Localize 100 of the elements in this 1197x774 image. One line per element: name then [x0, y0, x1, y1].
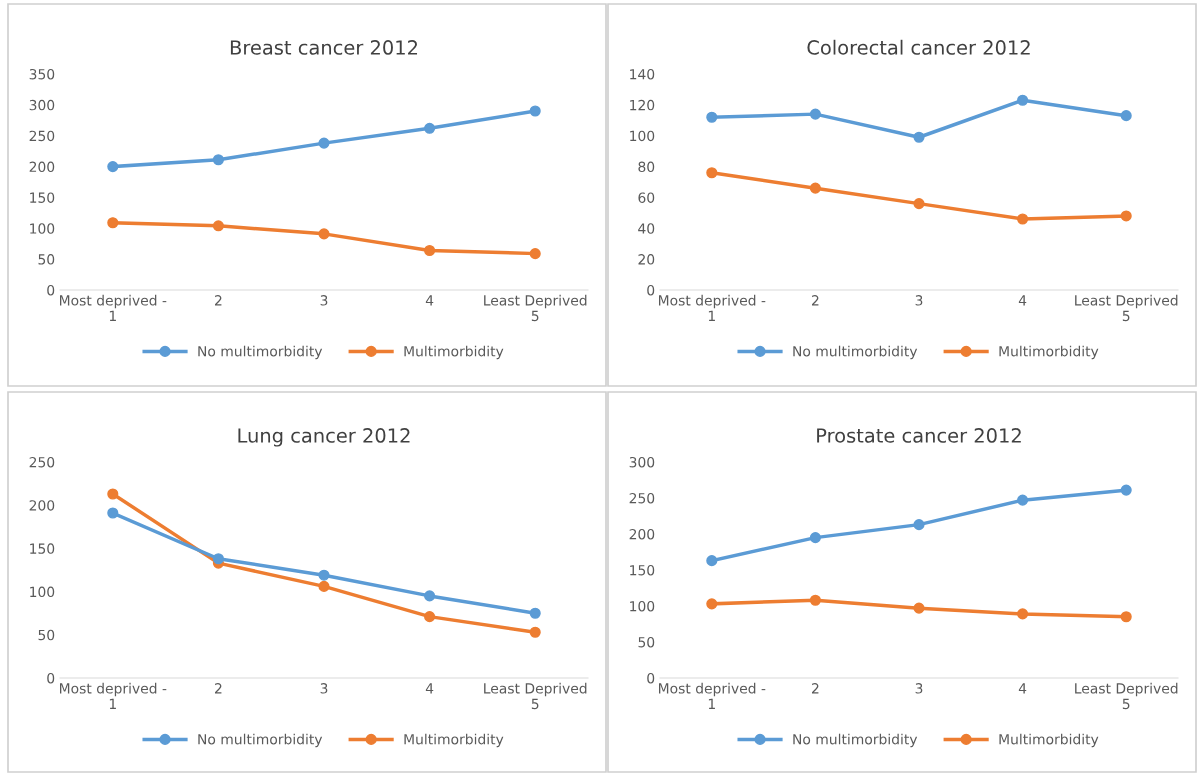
x-tick-label: 2 [215, 295, 222, 306]
x-tick-label: 3 [915, 683, 923, 694]
y-tick-label: 0 [647, 284, 655, 296]
legend-label: No multimorbidity [793, 345, 918, 360]
x-tick-label: 4 [1018, 295, 1027, 306]
point [318, 580, 330, 592]
y-tick-label: 100 [30, 586, 55, 598]
y-tick-label: 150 [30, 543, 55, 554]
point [913, 198, 925, 210]
chart-title: Colorectal cancer 2012 [807, 39, 1030, 55]
y-tick-label: 20 [638, 254, 655, 265]
y-tick-label: 100 [30, 223, 55, 234]
point [212, 220, 224, 232]
point [913, 131, 925, 143]
point [107, 161, 119, 173]
y-tick-label: 0 [647, 672, 655, 684]
y-tick-label: 250 [29, 456, 55, 468]
point [529, 626, 541, 638]
x-tick-label: Most deprived - 1 [60, 682, 167, 709]
point [424, 122, 436, 134]
y-tick-label: 50 [38, 629, 55, 641]
y-tick-label: 60 [638, 192, 655, 203]
y-tick-label: 200 [29, 500, 55, 511]
point [107, 507, 119, 519]
y-tick-label: 150 [630, 564, 655, 576]
y-tick-label: 120 [630, 99, 655, 111]
point [809, 532, 821, 544]
x-tick-label: 4 [425, 683, 434, 694]
point [1120, 611, 1132, 623]
y-tick-label: 100 [630, 130, 655, 142]
x-tick-label: 4 [1018, 683, 1027, 694]
point [424, 590, 436, 602]
y-tick-label: 40 [638, 223, 655, 234]
y-tick-label: 50 [638, 636, 655, 648]
y-tick-label: 0 [47, 672, 55, 684]
y-tick-label: 200 [29, 161, 55, 173]
point [318, 137, 330, 149]
y-tick-label: 0 [47, 284, 55, 296]
legend-label: Multimorbidity [999, 733, 1099, 748]
point [706, 111, 718, 123]
legend-label: No multimorbidity [198, 733, 323, 748]
x-tick-label: 3 [915, 295, 923, 306]
point [1120, 110, 1132, 122]
point [424, 244, 436, 257]
point [1017, 608, 1029, 620]
y-tick-label: 250 [29, 130, 55, 142]
x-tick-label: 2 [812, 683, 819, 694]
point [1017, 494, 1029, 506]
legend-label: Multimorbidity [404, 345, 504, 360]
point [1120, 484, 1132, 496]
y-tick-label: 100 [630, 600, 655, 612]
point [529, 248, 541, 260]
x-tick-label: Most deprived - 1 [659, 294, 766, 321]
point [529, 607, 541, 619]
x-tick-label: Most deprived - 1 [659, 682, 766, 709]
point [809, 108, 821, 120]
x-tick-label: 2 [812, 295, 819, 306]
point [1017, 213, 1029, 225]
legend-label: Multimorbidity [404, 733, 504, 748]
x-tick-label: 4 [425, 295, 434, 306]
chart-title: Lung cancer 2012 [238, 428, 410, 447]
point [1120, 210, 1132, 222]
chart-title: Prostate cancer 2012 [817, 428, 1021, 443]
legend-label: No multimorbidity [198, 345, 323, 360]
x-tick-label: 3 [320, 295, 328, 306]
point [809, 182, 821, 194]
chart-title: Breast cancer 2012 [230, 40, 418, 55]
y-tick-label: 50 [38, 254, 55, 265]
point [913, 519, 925, 531]
y-tick-label: 300 [629, 456, 655, 468]
x-tick-label: Most deprived - 1 [60, 294, 167, 321]
y-tick-label: 250 [629, 492, 655, 504]
y-tick-label: 80 [638, 161, 655, 173]
point [706, 598, 718, 610]
x-tick-label: Least Deprived 5 [484, 294, 587, 322]
legend-label: No multimorbidity [793, 733, 918, 748]
x-tick-label: 2 [215, 683, 222, 694]
point [212, 553, 224, 565]
point [529, 105, 541, 117]
x-tick-label: Least Deprived 5 [1075, 294, 1178, 322]
x-tick-label: Least Deprived 5 [1075, 682, 1178, 710]
point [706, 167, 718, 179]
x-tick-label: Least Deprived 5 [484, 682, 587, 710]
point [318, 228, 330, 240]
point [424, 611, 436, 623]
legend-label: Multimorbidity [999, 345, 1099, 360]
point [107, 217, 119, 229]
x-tick-label: 3 [320, 683, 328, 694]
y-tick-label: 150 [30, 192, 55, 203]
point [809, 594, 821, 606]
y-tick-label: 350 [29, 68, 55, 80]
point [107, 488, 119, 500]
point [318, 569, 330, 581]
y-tick-label: 200 [629, 528, 655, 540]
y-tick-label: 140 [630, 68, 655, 80]
point [212, 154, 224, 166]
point [1017, 94, 1029, 106]
y-tick-label: 300 [29, 99, 55, 111]
point [706, 555, 718, 567]
point [913, 602, 925, 614]
